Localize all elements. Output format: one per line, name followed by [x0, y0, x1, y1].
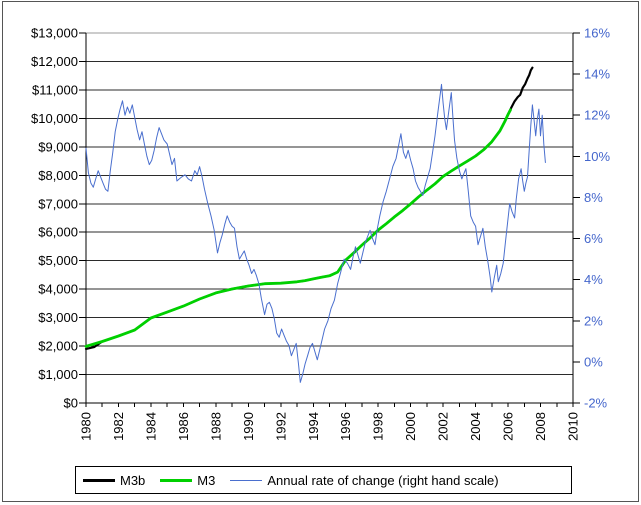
y-left-axis-label: $7,000: [38, 196, 78, 211]
legend-label-m3b: M3b: [120, 472, 146, 488]
m3b-line-swatch: [83, 478, 115, 482]
y-left-axis-label: $13,000: [31, 26, 78, 41]
y-right-axis-label: 16%: [584, 26, 610, 41]
x-axis-label: 1998: [371, 412, 386, 441]
m3-line-swatch: [160, 478, 193, 482]
y-left-axis-label: $12,000: [31, 54, 78, 69]
x-axis-label: 1988: [208, 412, 223, 441]
series-line-m3: [84, 108, 512, 348]
x-axis-label: 1992: [273, 412, 288, 441]
y-right-axis-label: 0%: [584, 354, 603, 369]
legend-label-annual-rate: Annual rate of change (right hand scale): [267, 472, 499, 488]
legend-item-m3b: M3b: [83, 473, 145, 488]
x-axis-label: 1996: [338, 412, 353, 441]
y-left-axis-label: $3,000: [38, 310, 78, 325]
y-left-axis-label: $5,000: [38, 253, 78, 268]
y-right-axis-label: 10%: [584, 149, 610, 164]
y-left-axis-label: $6,000: [38, 225, 78, 240]
y-left-axis-label: $8,000: [38, 168, 78, 183]
series-line-m3b: [84, 66, 534, 350]
x-axis-label: 1994: [306, 412, 321, 441]
y-left-axis-label: $0: [64, 396, 78, 411]
x-axis-label: 2004: [468, 412, 483, 441]
legend-item-m3: M3: [160, 473, 215, 488]
y-right-axis-label: 4%: [584, 272, 603, 287]
y-left-axis-label: $11,000: [32, 82, 78, 97]
series-line-annual: [85, 83, 546, 383]
x-axis-label: 1980: [79, 412, 94, 441]
y-left-axis-label: $9,000: [38, 139, 78, 154]
x-axis-label: 2006: [501, 412, 516, 441]
x-axis-label: 1984: [143, 412, 158, 441]
y-right-axis-label: 6%: [584, 231, 603, 246]
y-right-axis-label: -2%: [584, 396, 608, 411]
x-axis-label: 1990: [241, 412, 256, 441]
legend-item-annual-rate: Annual rate of change (right hand scale): [230, 472, 499, 488]
y-left-axis-label: $4,000: [38, 282, 78, 297]
x-axis-label: 2000: [403, 412, 418, 441]
y-left-axis-label: $10,000: [31, 111, 78, 126]
legend-label-m3: M3: [197, 472, 216, 488]
x-axis-label: 1986: [176, 412, 191, 441]
x-axis-label: 2008: [533, 412, 548, 441]
x-axis-label: 2010: [566, 412, 581, 441]
y-right-axis-label: 2%: [584, 313, 603, 328]
y-left-axis-label: $2,000: [38, 339, 78, 354]
y-right-axis-label: 12%: [584, 108, 610, 123]
y-right-axis-label: 8%: [584, 190, 603, 205]
chart-legend: M3b M3 Annual rate of change (right hand…: [75, 466, 572, 494]
x-axis-label: 2002: [436, 412, 451, 441]
x-axis-label: 1982: [111, 412, 126, 441]
annual-rate-line-swatch: [230, 479, 263, 481]
y-left-axis-label: $1,000: [38, 367, 78, 382]
y-right-axis-label: 14%: [584, 67, 610, 82]
